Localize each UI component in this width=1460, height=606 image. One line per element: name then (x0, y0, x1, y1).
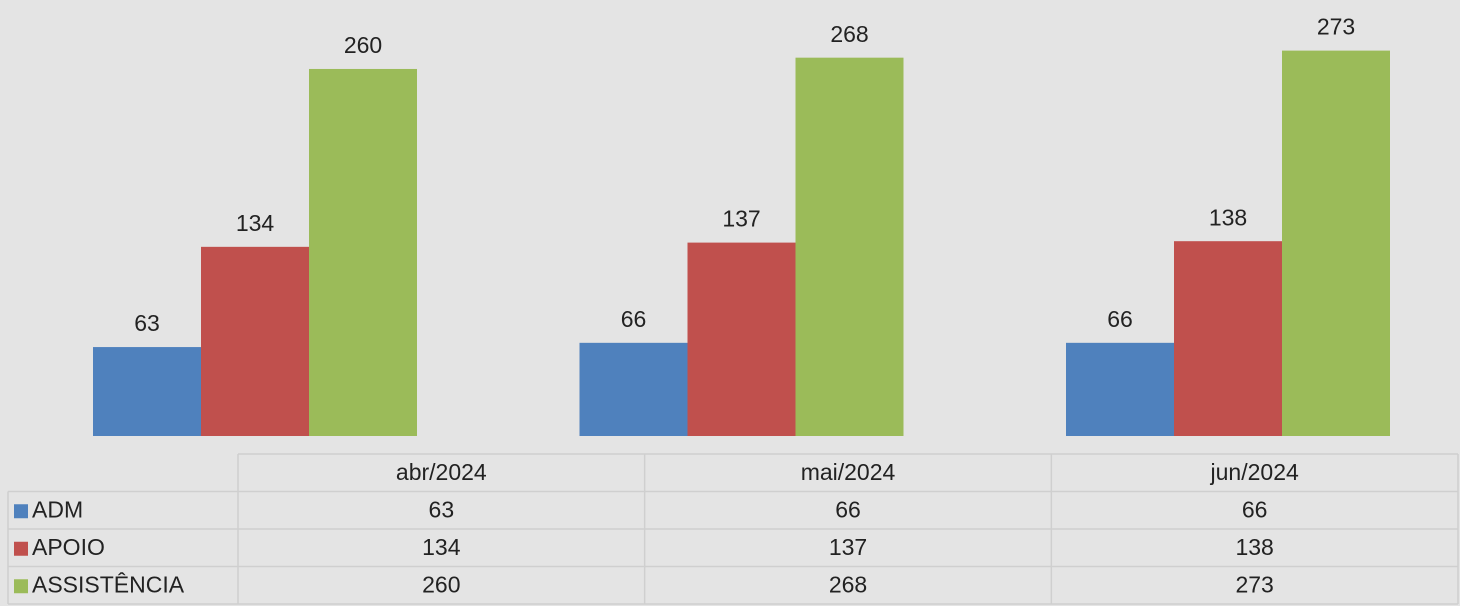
legend-label: ASSISTÊNCIA (32, 571, 185, 597)
bar (1066, 342, 1174, 436)
table-cell: 138 (1235, 534, 1273, 560)
bar (93, 347, 201, 436)
table-cell: 268 (829, 571, 867, 597)
legend-label: ADM (32, 496, 83, 522)
data-label: 260 (344, 32, 382, 58)
data-label: 138 (1209, 204, 1247, 230)
bar (687, 242, 796, 436)
bar (201, 246, 309, 436)
bar (1174, 241, 1282, 436)
column-header: jun/2024 (1210, 459, 1299, 485)
table-cell: 273 (1235, 571, 1273, 597)
bar (1282, 50, 1390, 437)
data-label: 137 (722, 206, 760, 232)
table-cell: 137 (829, 534, 867, 560)
bar (795, 57, 904, 436)
table-cell: 66 (1242, 496, 1268, 522)
column-header: mai/2024 (801, 459, 896, 485)
data-label: 134 (236, 210, 275, 236)
legend-swatch (14, 504, 28, 519)
data-label: 268 (830, 21, 868, 47)
column-header: abr/2024 (396, 459, 487, 485)
bar (309, 68, 417, 436)
table-cell: 63 (429, 496, 455, 522)
table-cell: 66 (835, 496, 861, 522)
legend-swatch (14, 579, 28, 594)
data-label: 66 (621, 306, 647, 332)
table-cell: 260 (422, 571, 460, 597)
legend-swatch (14, 541, 28, 556)
data-label: 63 (134, 310, 160, 336)
data-label: 66 (1107, 306, 1133, 332)
table-cell: 134 (422, 534, 461, 560)
legend-label: APOIO (32, 534, 105, 560)
bar (579, 342, 688, 436)
data-label: 273 (1317, 14, 1355, 40)
